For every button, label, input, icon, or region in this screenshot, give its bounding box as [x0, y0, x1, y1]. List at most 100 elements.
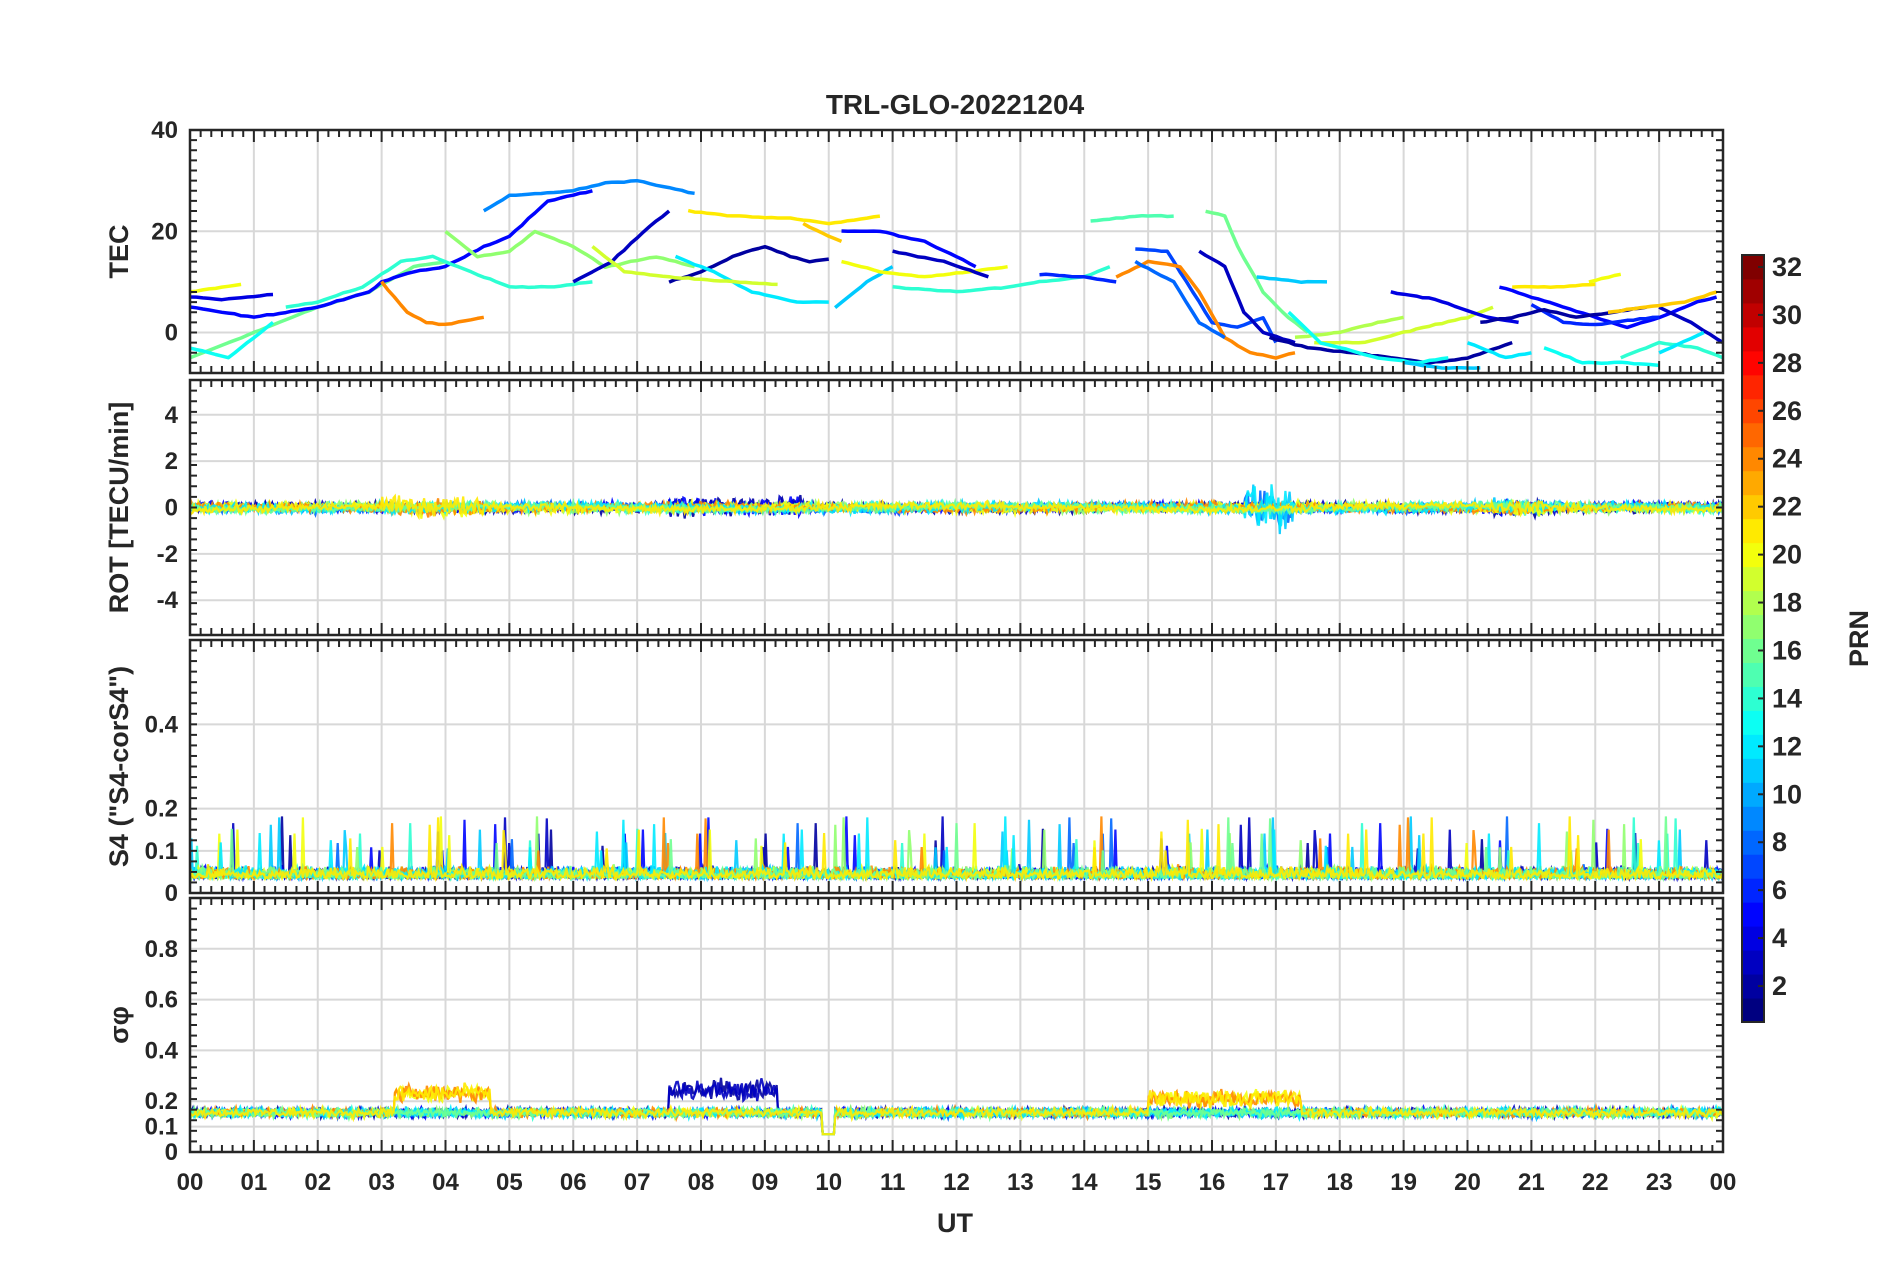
colorbar-band: [1742, 734, 1764, 759]
series-line-prn-3: [572, 209, 671, 284]
y-tick-label: 0.4: [145, 711, 179, 738]
colorbar-tick-label: 12: [1772, 731, 1802, 761]
panel-s4: 0 0.1 0.2 0.4 S4 ("S4-corS4"): [104, 638, 1725, 907]
y-tick-label: 2: [165, 448, 178, 475]
y-tick-label: 0: [165, 495, 178, 522]
colorbar-band: [1742, 782, 1764, 807]
colorbar-band: [1742, 542, 1764, 568]
x-tick-label: 06: [560, 1169, 587, 1196]
x-tick-label: 14: [1071, 1169, 1098, 1196]
series-line-prn-15: [1090, 213, 1174, 223]
panel-sigma-phi: 00.10.2 0.4 0.6 0.8 σφ 00 01 02 03 04 05 06 07 08 09 10…: [104, 896, 1737, 1196]
x-tick-label: 20: [1454, 1169, 1481, 1196]
series-line-prn-22: [1607, 290, 1718, 314]
colorbar-band: [1742, 518, 1764, 544]
colorbar-tick-label: 20: [1772, 540, 1802, 570]
series-line-prn-14: [285, 254, 593, 309]
colorbar-tick-label: 14: [1772, 683, 1802, 713]
y-tick-label: 0.8: [145, 936, 178, 963]
colorbar-tick-label: 10: [1772, 779, 1802, 809]
y-axis-label-tec: TEC: [104, 225, 134, 279]
series-line-prn-20: [190, 282, 242, 294]
colorbar-tick-label: 8: [1772, 827, 1787, 857]
series-line-prn-21: [687, 208, 881, 226]
series-line-prn-19: [1314, 305, 1494, 345]
colorbar-band: [1742, 878, 1764, 903]
colorbar-band: [1742, 830, 1764, 855]
x-axis-label: UT: [937, 1208, 973, 1238]
colorbar-band: [1742, 590, 1764, 616]
series-line-prn-12: [1466, 341, 1532, 360]
x-tick-label: 00: [177, 1169, 204, 1196]
series-line-prn-21: [190, 816, 1723, 883]
colorbar-frame: [1741, 254, 1765, 1023]
colorbar-band: [1742, 998, 1764, 1023]
y-tick-label: 0: [165, 1139, 178, 1166]
y-tick-label: 0.2: [145, 1088, 178, 1115]
colorbar-band: [1742, 398, 1764, 424]
x-tick-label: 02: [304, 1169, 331, 1196]
colorbar-band: [1742, 710, 1764, 735]
colorbar-band: [1742, 974, 1764, 999]
y-tick-label: -2: [157, 541, 178, 568]
colorbar-band: [1742, 758, 1764, 783]
colorbar-tick-label: 4: [1772, 923, 1787, 953]
colorbar-band: [1742, 422, 1764, 448]
y-tick-label: 0: [165, 320, 178, 347]
x-tick-label: 16: [1199, 1169, 1226, 1196]
y-tick-label: 0: [165, 880, 178, 907]
panel-rot: -4 -2 0 2 4 ROT [TECU/min]: [104, 378, 1725, 637]
colorbar-tick-label: 32: [1772, 252, 1802, 282]
x-tick-label: 15: [1135, 1169, 1162, 1196]
series-line-prn-6: [1530, 303, 1660, 327]
colorbar-band: [1742, 686, 1764, 711]
series-line-prn-22: [802, 221, 843, 244]
colorbar-band: [1742, 278, 1764, 304]
series-line-prn-19: [591, 245, 778, 287]
x-tick-label: 00: [1710, 1169, 1737, 1196]
series-line-prn-2: [1268, 335, 1513, 365]
series-line-prn-12: [674, 254, 829, 304]
colorbar-tick-label: 24: [1772, 444, 1802, 474]
series-line-prn-21: [190, 493, 1723, 521]
y-axis-label-rot: ROT [TECU/min]: [104, 402, 134, 613]
colorbar-tick-label: 2: [1772, 971, 1787, 1001]
series-line-prn-24: [380, 280, 485, 327]
y-tick-label: -4: [157, 587, 179, 614]
colorbar-band: [1742, 255, 1764, 280]
series-line-prn-5: [841, 229, 977, 269]
series-line-prn-20: [1588, 272, 1622, 284]
x-tick-label: 12: [943, 1169, 970, 1196]
y-tick-label: 4: [165, 402, 179, 429]
series-line-prn-2: [668, 244, 830, 284]
series-line-prn-21: [190, 1082, 1723, 1136]
x-tick-label: 07: [624, 1169, 651, 1196]
colorbar-label: PRN: [1844, 610, 1874, 667]
x-tick-label: 10: [815, 1169, 842, 1196]
x-tick-label: 23: [1646, 1169, 1673, 1196]
series-group: [190, 178, 1723, 370]
colorbar-band: [1742, 446, 1764, 472]
x-tick-label: 05: [496, 1169, 523, 1196]
colorbar-band: [1742, 926, 1764, 951]
series-line-prn-24: [1115, 259, 1296, 360]
y-tick-label: 0.1: [145, 1114, 178, 1141]
colorbar-band: [1742, 662, 1764, 687]
chart-title: TRL-GLO-20221204: [826, 89, 1085, 120]
colorbar-tick-label: 18: [1772, 588, 1802, 618]
colorbar-tick-label: 16: [1772, 635, 1802, 665]
series-group: [190, 1077, 1723, 1136]
colorbar-band: [1742, 950, 1764, 975]
x-tick-label: 22: [1582, 1169, 1609, 1196]
y-tick-label: 0.1: [145, 838, 178, 865]
x-tick-label: 11: [880, 1169, 905, 1196]
colorbar-tick-label: 6: [1772, 875, 1787, 905]
series-line-prn-9: [482, 178, 695, 213]
x-tick-label: 03: [368, 1169, 395, 1196]
series-line-prn-3: [1198, 249, 1296, 345]
y-axis-label-sigma-phi: σφ: [104, 1006, 134, 1044]
x-tick-label: 17: [1263, 1169, 1290, 1196]
series-line-prn-13: [1543, 346, 1660, 368]
